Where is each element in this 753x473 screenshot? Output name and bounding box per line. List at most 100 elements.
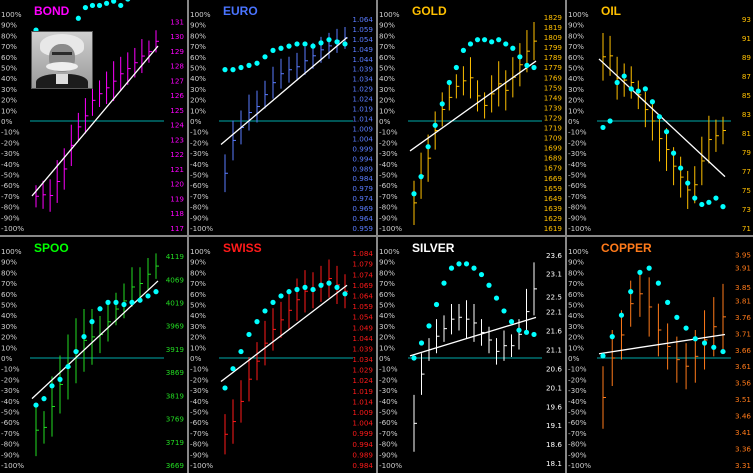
pivot-dot	[486, 282, 492, 288]
left-tick-label: -70%	[190, 192, 209, 201]
right-tick-label: 4119	[166, 252, 185, 261]
pivot-dot	[97, 306, 103, 312]
right-tick-label: 1679	[544, 164, 563, 173]
pivot-dot	[503, 41, 509, 47]
chart-panel-copper: COPPER 100% 90% 80% 70% 60% 50% 40% 30% 20% 10% 0% -…	[567, 237, 753, 471]
left-tick-label: -30%	[190, 149, 209, 158]
left-tick-label: -60%	[190, 181, 209, 190]
left-tick-label: 60%	[1, 290, 17, 299]
pivot-dot	[238, 348, 244, 355]
pivot-dot	[439, 101, 445, 107]
pivot-dot	[474, 37, 481, 43]
right-tick-label: 91	[742, 34, 751, 43]
pivot-dot	[510, 45, 516, 51]
right-tick-label: 18.6	[546, 440, 562, 449]
left-tick-label: 20%	[1, 333, 17, 342]
chart-title-swiss: SWISS	[223, 241, 262, 255]
pivot-dot	[637, 269, 643, 275]
right-tick-label: 129	[170, 47, 184, 56]
right-tick-label: 0.984	[352, 461, 373, 470]
pivot-dot	[600, 124, 606, 131]
trend-line	[598, 58, 726, 178]
pivot-dot	[411, 191, 417, 197]
chart-svg-euro: EURO 100% 90%80% 70% 60% 50%40% 30% 20%10% 0% -10…	[190, 4, 373, 233]
pivot-dot	[302, 41, 308, 47]
right-tick-label: 121	[170, 165, 184, 174]
chart-panel-euro: EURO 100% 90% 80% 70% 60% 50% 40% 30% 20% 10% 0% -10…	[189, 0, 375, 234]
left-tick-label: 80%	[568, 31, 584, 40]
right-tick-label: 1.049	[352, 323, 373, 332]
pivot-dot	[448, 265, 455, 271]
right-tick-label: 20.6	[546, 364, 562, 373]
pivot-dot	[446, 79, 452, 86]
right-tick-label: 22.5	[546, 292, 562, 301]
pivot-dot	[82, 4, 89, 11]
pivot-dot	[318, 282, 324, 288]
left-tick-label: -40%	[568, 160, 587, 169]
chart-panel-spoo: SPOO 100% 90% 80% 70% 60% 50% 40% 30% 20% 10% 0% -10…	[0, 237, 186, 471]
pivot-dot	[342, 291, 348, 297]
left-tick-label: -80%	[1, 440, 20, 449]
pivot-dot	[96, 2, 103, 9]
right-tick-label: 79	[742, 148, 752, 157]
pivot-dot	[105, 299, 111, 305]
right-tick-label: 3.36	[735, 445, 751, 454]
pivot-dot	[137, 297, 143, 303]
left-tick-label: 60%	[568, 53, 584, 62]
pivot-dot	[418, 340, 425, 346]
right-tick-label: 1.054	[352, 35, 373, 44]
right-tick-label: 3.46	[735, 412, 751, 421]
right-tick-label: 0.964	[352, 214, 373, 223]
left-tick-label: -60%	[379, 418, 398, 427]
right-tick-label: 1.059	[352, 25, 373, 34]
pivot-dot	[460, 47, 467, 53]
pivot-dot	[418, 174, 424, 180]
pivot-dot	[73, 348, 79, 355]
right-tick-label: 1.004	[352, 419, 373, 428]
left-tick-label: -10%	[1, 365, 20, 374]
left-tick-label: -50%	[190, 408, 209, 417]
right-tick-label: 1.009	[352, 124, 373, 133]
right-tick-label: 1.054	[352, 313, 373, 322]
left-tick-label: 20%	[379, 96, 395, 105]
right-tick-label: 93	[742, 15, 751, 24]
left-tick-label: 20%	[568, 333, 584, 342]
left-tick-label: 30%	[1, 322, 17, 331]
right-tick-label: 1.019	[352, 105, 373, 114]
right-tick-label: 1.014	[352, 397, 373, 406]
chart-svg-copper: COPPER 100% 90%80% 70% 60% 50%40% 30% 20%10% 0% -…	[568, 241, 751, 470]
left-tick-label: -90%	[190, 450, 209, 459]
right-tick-label: 1.034	[352, 75, 373, 84]
right-tick-label: 1619	[544, 224, 563, 233]
left-tick-label: -10%	[379, 128, 398, 137]
pivot-dot	[453, 64, 459, 71]
left-tick-label: 0%	[379, 354, 391, 363]
left-tick-label: 10%	[379, 343, 395, 352]
pivot-dot	[222, 385, 228, 391]
left-tick-label: -90%	[1, 213, 20, 222]
left-tick-label: -30%	[1, 386, 20, 395]
right-tick-label: 21.1	[546, 345, 562, 354]
left-tick-label: -90%	[379, 213, 398, 222]
left-tick-label: -60%	[190, 418, 209, 427]
right-tick-label: 21.6	[546, 327, 562, 336]
right-tick-label: 23.1	[546, 270, 562, 279]
right-tick-label: 118	[170, 209, 184, 218]
left-tick-label: 10%	[379, 106, 395, 115]
left-tick-label: -80%	[568, 203, 587, 212]
left-tick-label: 0%	[379, 117, 391, 126]
right-tick-label: 4019	[166, 299, 185, 308]
right-tick-label: 3.71	[735, 329, 751, 338]
trend-line	[409, 316, 537, 357]
pivot-dot	[456, 261, 462, 267]
right-tick-label: 127	[170, 76, 184, 85]
right-tick-label: 1.079	[352, 260, 373, 269]
right-tick-label: 1.084	[352, 249, 373, 258]
pivot-dot	[517, 54, 523, 60]
right-tick-label: 0.989	[352, 164, 373, 173]
left-tick-label: 70%	[190, 279, 206, 288]
right-tick-label: 3.61	[735, 362, 751, 371]
left-tick-label: -50%	[190, 171, 209, 180]
right-tick-label: 73	[742, 205, 751, 214]
chart-title-copper: COPPER	[601, 241, 652, 255]
